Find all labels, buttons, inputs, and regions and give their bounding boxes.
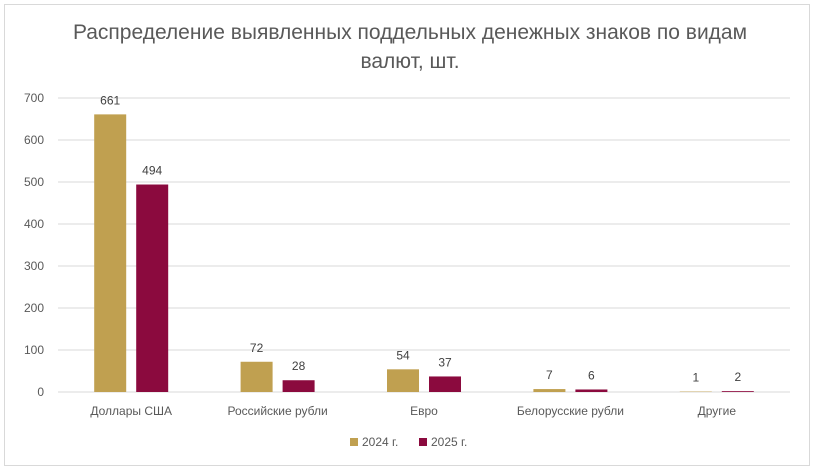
data-label: 1 <box>692 371 699 385</box>
data-label: 7 <box>546 368 553 382</box>
category-label: Другие <box>698 404 737 418</box>
y-tick-label: 700 <box>24 91 44 105</box>
legend-swatch <box>419 438 427 446</box>
data-labels: 661 494 72 28 54 37 7 6 1 2 <box>100 93 741 384</box>
y-axis-ticks: 0 100 200 300 400 500 600 700 <box>24 91 44 399</box>
data-label: 494 <box>142 164 162 178</box>
y-tick-label: 100 <box>24 343 44 357</box>
bar <box>136 184 169 392</box>
category-label: Российские рубли <box>227 404 327 418</box>
y-tick-label: 600 <box>24 133 44 147</box>
y-tick-label: 400 <box>24 217 44 231</box>
bar <box>533 389 566 392</box>
data-label: 72 <box>250 341 264 355</box>
bar <box>282 380 315 392</box>
y-tick-label: 500 <box>24 175 44 189</box>
category-label: Евро <box>410 404 438 418</box>
bar <box>387 369 419 392</box>
bars <box>94 114 754 392</box>
category-label: Доллары США <box>90 404 172 418</box>
bar <box>94 114 127 392</box>
data-label: 37 <box>438 355 452 369</box>
chart-title: Распределение выявленных поддельных дене… <box>72 21 748 73</box>
data-label: 6 <box>588 368 595 382</box>
legend-swatch <box>350 438 358 446</box>
category-label: Белорусские рубли <box>517 404 624 418</box>
legend: 2024 г. 2025 г. <box>350 435 467 449</box>
y-tick-label: 300 <box>24 259 44 273</box>
bar <box>721 391 754 392</box>
legend-label: 2025 г. <box>431 435 467 449</box>
bar <box>575 389 608 392</box>
legend-label: 2024 г. <box>362 435 398 449</box>
bar <box>429 376 461 392</box>
data-label: 28 <box>292 359 306 373</box>
bar <box>240 361 273 392</box>
data-label: 661 <box>100 93 120 107</box>
y-tick-label: 200 <box>24 301 44 315</box>
data-label: 54 <box>396 348 410 362</box>
data-label: 2 <box>734 370 741 384</box>
y-tick-label: 0 <box>37 385 44 399</box>
gridlines <box>58 97 790 393</box>
x-axis-categories: Доллары США Российские рубли Евро Белорусск… <box>90 404 736 418</box>
